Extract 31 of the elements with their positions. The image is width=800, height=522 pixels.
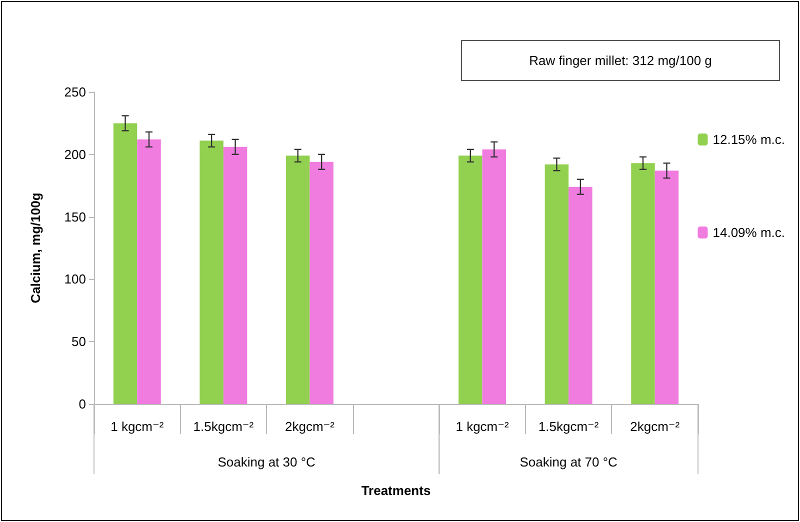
- bar: [568, 186, 592, 404]
- x-tick-label: 1 kgcm⁻²: [456, 419, 510, 434]
- y-tick-label: 250: [64, 84, 86, 100]
- legend-label: 14.09% m.c.: [712, 225, 786, 240]
- x-tick-label: 1.5kgcm⁻²: [193, 419, 254, 434]
- bar: [482, 149, 506, 404]
- bar: [286, 156, 310, 404]
- y-tick-label: 150: [64, 209, 86, 224]
- text: Soaking at 30 °C: [218, 454, 316, 470]
- x-tick-label: 1 kgcm⁻²: [110, 419, 164, 434]
- x-tick-label: 2kgcm⁻²: [630, 419, 680, 434]
- y-tick-label: 0: [78, 396, 86, 412]
- y-tick-label: 100: [64, 272, 86, 287]
- bar: [654, 170, 679, 404]
- bar: [113, 123, 138, 404]
- bar: [200, 140, 224, 404]
- y-tick-label: 50: [72, 334, 86, 350]
- x-axis-title: Treatments: [361, 483, 431, 498]
- bar: [310, 162, 334, 404]
- y-tick-label: 200: [64, 146, 86, 162]
- legend-label: 12.15% m.c.: [712, 132, 786, 147]
- x-tick-label: 1.5kgcm⁻²: [538, 419, 600, 434]
- x-tick-label: 2kgcm⁻²: [284, 419, 336, 434]
- text: Soaking at 70 °C: [520, 454, 618, 470]
- bar: [544, 164, 569, 404]
- text: Raw finger millet: 312 mg/100 g: [529, 53, 712, 68]
- y-axis-title: Calcium, mg/100g: [28, 192, 43, 304]
- bar: [631, 163, 655, 404]
- bar: [137, 139, 161, 404]
- bar: [223, 146, 248, 404]
- bar: [458, 156, 482, 404]
